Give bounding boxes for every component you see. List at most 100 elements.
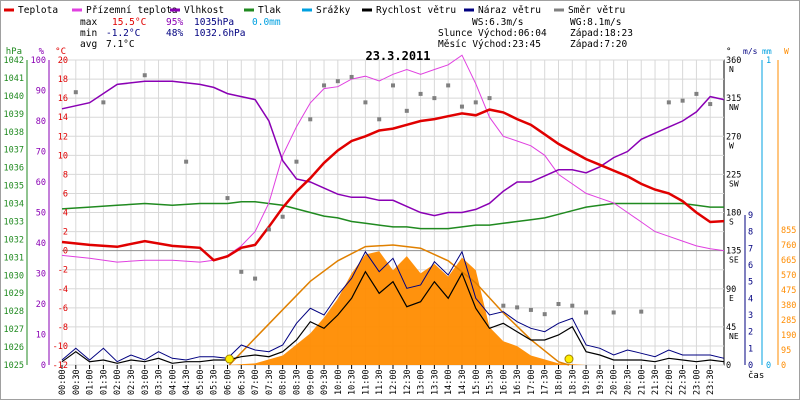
wind-direction-point xyxy=(570,303,575,308)
x-axis-label: čas xyxy=(748,370,764,381)
x-tick-label: 00:00 xyxy=(58,369,68,395)
x-tick-label: 13:30 xyxy=(430,369,440,395)
humidity-axis-tick-label: 40 xyxy=(36,239,46,249)
x-tick-label: 17:00 xyxy=(527,369,537,395)
pressure-axis-tick-label: 1025 xyxy=(4,361,24,371)
wind-direction-point xyxy=(391,83,395,88)
temperature-axis-tick-label: 8 xyxy=(63,170,68,180)
humidity-axis-tick-label: 60 xyxy=(36,178,46,188)
humidity-axis-tick-label: 70 xyxy=(36,148,46,158)
wind-direction-point xyxy=(322,83,327,88)
direction-tick-label: 0 xyxy=(726,361,731,371)
wind-direction-point xyxy=(294,159,299,164)
direction-tick-label: 360 xyxy=(726,56,741,66)
direction-tick-label: 135 xyxy=(726,247,741,257)
x-tick-label: 15:30 xyxy=(486,369,496,395)
temperature-axis-tick-label: -12 xyxy=(53,361,68,371)
series-line-wind-gust xyxy=(61,250,725,363)
x-tick-label: 22:00 xyxy=(665,369,675,395)
sun-marker xyxy=(224,354,234,364)
pressure-axis-tick-label: 1040 xyxy=(4,92,24,102)
direction-name: SW xyxy=(729,179,739,188)
stats-text: WS:6.3m/s xyxy=(472,17,523,28)
direction-tick-label: 315 xyxy=(726,94,741,104)
humidity-axis-tick-label: 50 xyxy=(36,209,46,219)
series-line-wind-speed xyxy=(61,270,725,364)
pressure-axis-tick-label: 1034 xyxy=(4,200,24,210)
x-tick-label: 19:00 xyxy=(582,369,592,395)
legend-label: Teplota xyxy=(18,5,58,16)
solar-tick-label: 855 xyxy=(781,226,796,236)
pressure-axis-tick-label: 1038 xyxy=(4,128,24,138)
direction-name: NE xyxy=(729,332,739,341)
x-tick-label: 14:00 xyxy=(444,369,454,395)
direction-name: W xyxy=(729,141,734,150)
stats-text: Západ:18:23 xyxy=(570,28,633,39)
wind-direction-point xyxy=(308,117,313,122)
temperature-axis-tick-label: -10 xyxy=(53,342,68,352)
wind-direction-point xyxy=(335,79,340,84)
x-tick-label: 12:00 xyxy=(389,369,399,395)
wind-direction-point xyxy=(280,214,285,219)
x-tick-label: 05:30 xyxy=(210,369,220,395)
wind-direction-point xyxy=(515,305,520,310)
temperature-axis-tick-label: 14 xyxy=(58,113,68,123)
wind-direction-point xyxy=(528,307,533,312)
temperature-axis-tick-label: 6 xyxy=(63,189,68,199)
wind-direction-point xyxy=(404,108,409,113)
temperature-axis-unit: °C xyxy=(55,47,66,57)
temperature-axis-tick-label: -8 xyxy=(58,323,68,333)
direction-name: NW xyxy=(729,103,739,112)
humidity-axis-tick-label: 100 xyxy=(31,56,46,66)
wind-direction-point xyxy=(73,90,78,95)
stats-text: 1032.6hPa xyxy=(194,28,245,39)
pressure-axis-tick-label: 1042 xyxy=(4,56,24,66)
series-line-temperature xyxy=(61,108,725,262)
temperature-axis-tick-label: 18 xyxy=(58,75,68,85)
temperature-axis-tick-label: 4 xyxy=(63,209,68,219)
legend-label: Tlak xyxy=(258,5,281,16)
wind-tick-label: 2 xyxy=(748,328,753,338)
series-line-humidity xyxy=(61,80,725,217)
direction-tick-label: 45 xyxy=(726,323,736,333)
pressure-axis-tick-label: 1037 xyxy=(4,146,24,156)
x-tick-label: 21:00 xyxy=(637,369,647,395)
pressure-axis-tick-label: 1026 xyxy=(4,343,24,353)
wind-direction-point xyxy=(584,310,589,315)
direction-tick-label: 270 xyxy=(726,132,741,142)
x-tick-label: 04:00 xyxy=(168,369,178,395)
pressure-axis-unit: hPa xyxy=(6,47,22,57)
legend-label: Náraz větru xyxy=(478,5,541,16)
pressure-axis-tick-label: 1039 xyxy=(4,110,24,120)
direction-name: S xyxy=(729,218,734,227)
pressure-axis-tick-label: 1027 xyxy=(4,325,24,335)
pressure-axis-tick-label: 1030 xyxy=(4,271,24,281)
x-tick-label: 03:30 xyxy=(155,369,165,395)
solar-tick-label: 190 xyxy=(781,331,796,341)
solar-tick-label: 0 xyxy=(781,361,786,371)
x-tick-label: 07:00 xyxy=(251,369,261,395)
solar-unit: W xyxy=(784,47,789,56)
x-tick-label: 13:00 xyxy=(417,369,427,395)
wind-tick-label: 4 xyxy=(748,294,753,304)
pressure-axis-tick-label: 1029 xyxy=(4,289,24,299)
direction-tick-label: 180 xyxy=(726,209,741,219)
wind-direction-point xyxy=(418,91,423,96)
humidity-axis-tick-label: 80 xyxy=(36,117,46,127)
x-tick-label: 08:00 xyxy=(279,369,289,395)
solar-tick-label: 475 xyxy=(781,286,796,296)
stats-text: 0.0mm xyxy=(252,17,281,28)
stats-text: WG:8.1m/s xyxy=(570,17,621,28)
x-tick-label: 16:30 xyxy=(513,369,523,395)
x-tick-label: 12:30 xyxy=(403,369,413,395)
humidity-axis-tick-label: 90 xyxy=(36,87,46,97)
x-tick-label: 23:00 xyxy=(692,369,702,395)
pressure-axis-tick-label: 1035 xyxy=(4,182,24,192)
pressure-axis-tick-label: 1031 xyxy=(4,253,24,263)
wind-direction-point xyxy=(142,73,147,78)
legend-label: Přízemní teplota xyxy=(86,5,178,16)
x-tick-label: 03:00 xyxy=(141,369,151,395)
legend-label: Vlhkost xyxy=(184,5,224,16)
